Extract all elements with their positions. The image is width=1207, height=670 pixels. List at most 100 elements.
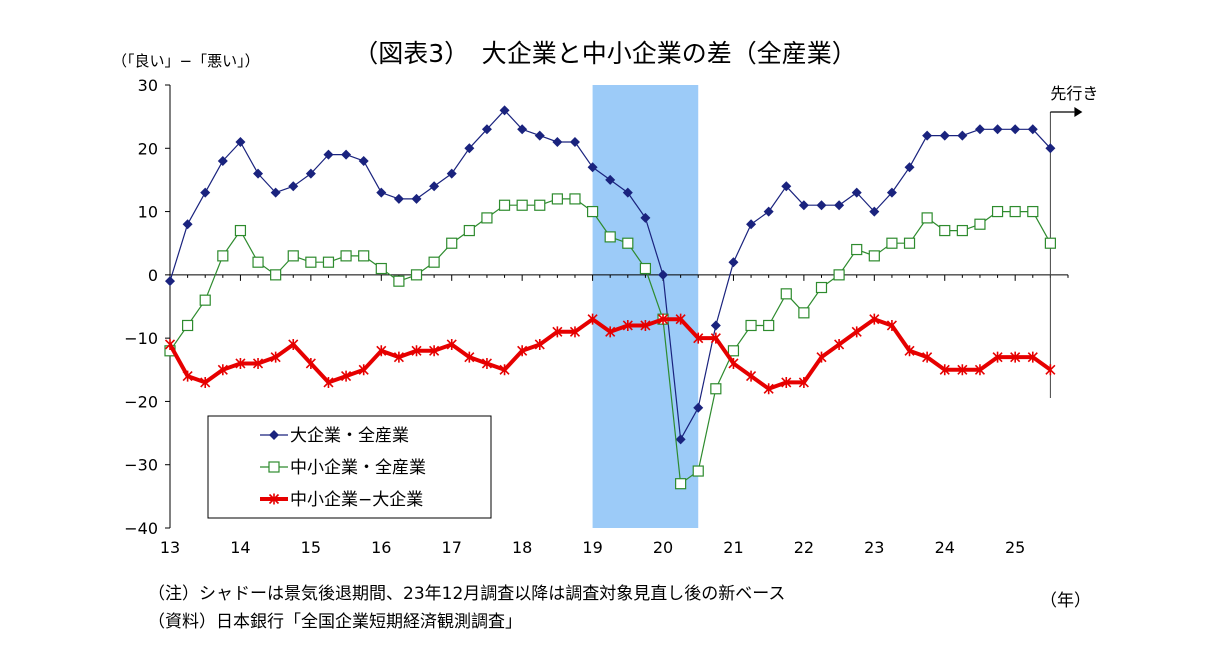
data-point-square (234, 224, 247, 237)
data-point-asterisk (605, 326, 616, 338)
data-point-asterisk (710, 332, 721, 344)
data-point-square (534, 199, 546, 211)
data-point-asterisk (657, 313, 669, 325)
x-tick-label: 19 (582, 538, 602, 557)
x-tick-label: 15 (301, 538, 321, 557)
data-point-square (551, 193, 563, 205)
data-point-asterisk (922, 351, 933, 363)
data-point-asterisk (464, 351, 475, 363)
data-point-square (675, 478, 687, 490)
data-point-diamond (534, 130, 545, 141)
data-point-diamond (640, 212, 651, 223)
data-point-asterisk (957, 364, 968, 376)
data-point-square (268, 461, 280, 473)
data-point-diamond (992, 124, 1003, 135)
data-point-asterisk (1010, 351, 1021, 363)
data-point-diamond (798, 200, 809, 211)
data-point-square (375, 262, 387, 275)
y-tick-label: −30 (124, 456, 158, 475)
data-point-square (763, 319, 775, 332)
data-point-square (939, 224, 951, 237)
x-tick-label: 24 (935, 538, 955, 557)
data-point-asterisk (569, 326, 581, 338)
data-point-diamond (305, 168, 316, 179)
data-point-square (322, 256, 335, 268)
data-point-asterisk (429, 345, 440, 357)
data-point-asterisk (534, 338, 545, 350)
x-tick-label: 20 (653, 538, 673, 557)
x-tick-label: 17 (442, 538, 462, 557)
data-point-asterisk (693, 332, 704, 344)
data-point-diamond (358, 155, 369, 166)
data-point-square (1027, 205, 1039, 218)
data-point-asterisk (323, 376, 334, 388)
y-tick-label: −20 (124, 392, 158, 411)
x-tick-label: 13 (160, 538, 180, 557)
data-point-diamond (869, 206, 880, 217)
data-point-asterisk (288, 338, 299, 350)
data-point-diamond (746, 219, 757, 230)
data-point-diamond (269, 430, 279, 440)
data-point-asterisk (939, 364, 950, 376)
data-point-diamond (939, 130, 950, 141)
data-point-square (305, 256, 317, 268)
data-point-asterisk (851, 326, 862, 338)
data-point-diamond (552, 136, 563, 147)
data-point-square (252, 256, 264, 268)
data-point-diamond (781, 181, 792, 192)
data-point-square (1009, 205, 1021, 218)
data-point-square (815, 281, 828, 294)
data-point-asterisk (763, 383, 774, 395)
data-point-diamond (622, 187, 633, 198)
x-tick-label: 23 (864, 538, 884, 557)
legend-box (207, 415, 492, 519)
data-point-square (798, 307, 810, 319)
data-point-square (851, 243, 863, 256)
data-point-diamond (904, 162, 915, 173)
data-point-square (410, 269, 423, 281)
data-point-square (287, 250, 299, 262)
data-point-asterisk (517, 345, 528, 357)
data-point-asterisk (834, 338, 845, 350)
data-point-diamond (763, 206, 774, 217)
data-point-square (270, 269, 282, 281)
data-point-diamond (217, 155, 228, 166)
data-point-asterisk (1045, 364, 1056, 376)
data-point-asterisk (745, 370, 757, 382)
data-point-square (692, 465, 704, 477)
data-point-square (1044, 237, 1056, 249)
data-point-diamond (675, 434, 686, 445)
x-axis-unit-label: （年） (1040, 591, 1091, 611)
data-point-diamond (464, 143, 475, 154)
data-point-square (921, 212, 933, 224)
data-point-square (727, 345, 740, 357)
data-point-diamond (235, 136, 246, 147)
x-tick-label: 21 (723, 538, 743, 557)
recession-shading (592, 85, 699, 528)
data-point-diamond (499, 105, 510, 116)
data-point-square (586, 205, 599, 218)
data-point-square (868, 250, 880, 262)
note-shading: （注）シャドーは景気後退期間、23年12月調査以降は調査対象見直し後の新ベース (148, 584, 785, 604)
data-point-asterisk (481, 357, 493, 369)
data-point-diamond (1027, 124, 1038, 135)
x-tick-label: 22 (794, 538, 814, 557)
data-point-asterisk (305, 357, 316, 369)
data-point-asterisk (816, 351, 827, 363)
data-point-diamond (376, 187, 387, 198)
data-point-square (358, 250, 370, 262)
data-point-asterisk (781, 376, 792, 388)
series-0 (165, 105, 1056, 445)
data-point-asterisk (268, 493, 280, 505)
data-point-square (217, 250, 229, 262)
data-point-asterisk (446, 338, 457, 350)
data-point-diamond (974, 124, 985, 135)
data-point-square (622, 237, 634, 249)
data-point-asterisk (587, 313, 598, 325)
data-point-square (340, 250, 352, 262)
data-point-square (710, 383, 722, 395)
data-point-asterisk (376, 345, 387, 357)
data-point-square (956, 224, 968, 237)
legend-label: 大企業・全産業 (290, 426, 409, 446)
